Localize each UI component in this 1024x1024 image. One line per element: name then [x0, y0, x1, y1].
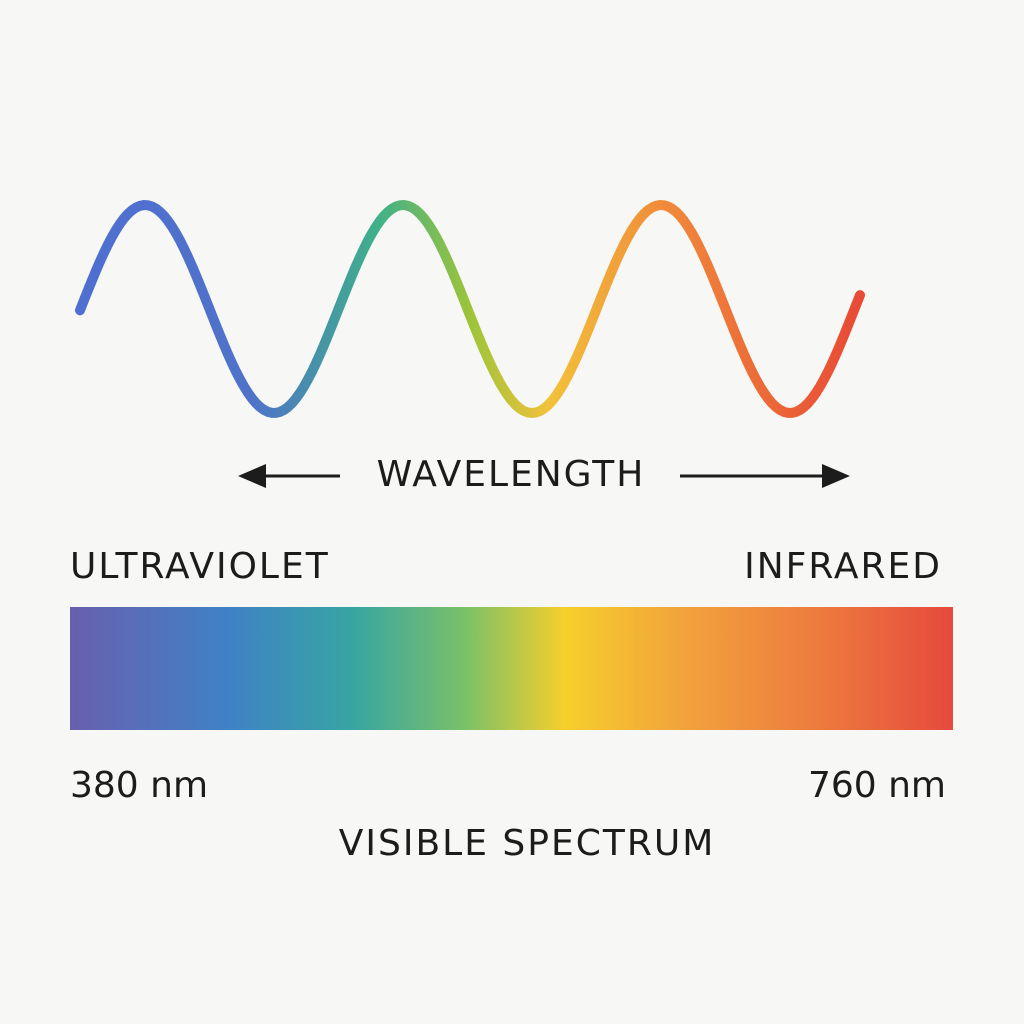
left-arrow — [238, 464, 340, 488]
right-arrow — [680, 464, 850, 488]
min-wavelength: 380 nm — [70, 765, 208, 806]
wave — [75, 199, 865, 419]
spectrum-bar — [70, 607, 953, 730]
infrared-label: INFRARED — [744, 546, 942, 587]
max-wavelength: 760 nm — [808, 765, 946, 806]
spectrum-title: VISIBLE SPECTRUM — [339, 823, 716, 864]
wavelength-label: WAVELENGTH — [377, 454, 646, 495]
ultraviolet-label: ULTRAVIOLET — [70, 546, 330, 587]
